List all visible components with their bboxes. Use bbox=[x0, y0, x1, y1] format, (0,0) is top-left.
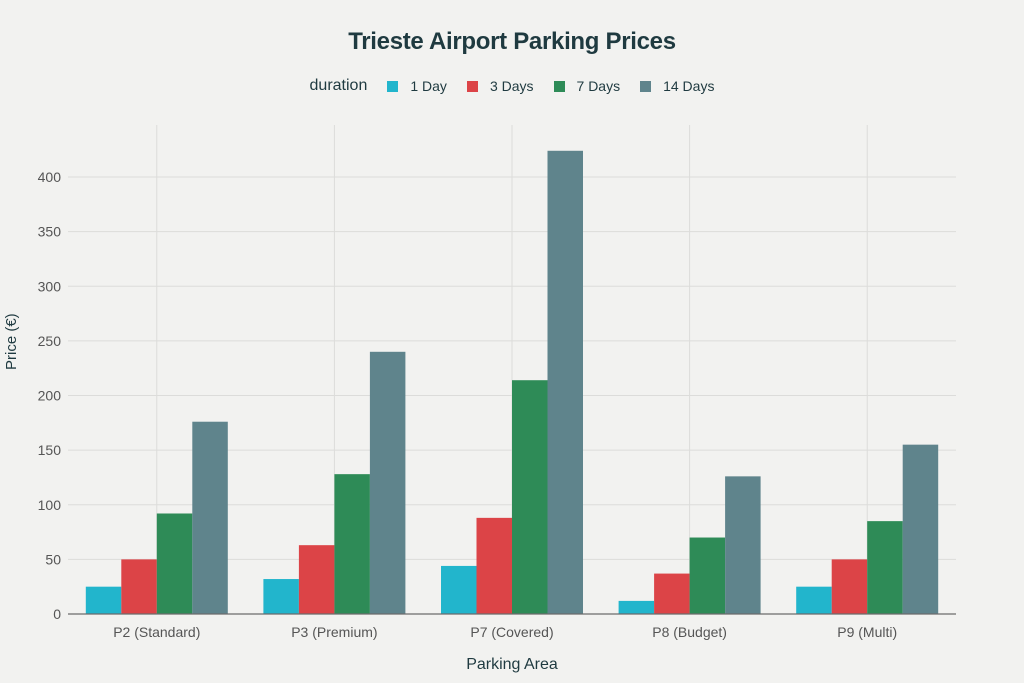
legend-item-3-days[interactable]: 3 Days bbox=[466, 78, 534, 94]
x-tick-label: P7 (Covered) bbox=[470, 624, 553, 640]
bar[interactable] bbox=[441, 565, 477, 614]
bar[interactable] bbox=[192, 421, 228, 614]
legend-swatch-icon bbox=[640, 80, 652, 92]
y-tick-label: 250 bbox=[38, 333, 62, 349]
bar[interactable] bbox=[298, 545, 335, 614]
chart-title: Trieste Airport Parking Prices bbox=[348, 28, 676, 55]
y-tick-label: 150 bbox=[38, 442, 62, 458]
bar[interactable] bbox=[121, 559, 157, 614]
bar[interactable] bbox=[85, 586, 122, 614]
bar[interactable] bbox=[476, 517, 513, 614]
bar[interactable] bbox=[547, 150, 584, 614]
bar[interactable] bbox=[654, 573, 690, 614]
y-tick-label: 300 bbox=[38, 278, 62, 294]
legend-label: 14 Days bbox=[663, 78, 715, 94]
x-tick-label: P9 (Multi) bbox=[837, 624, 897, 640]
y-tick-label: 350 bbox=[38, 224, 62, 240]
bar[interactable] bbox=[902, 444, 939, 614]
y-tick-label: 50 bbox=[45, 551, 61, 567]
legend-swatch-icon bbox=[387, 80, 399, 92]
x-tick-label: P2 (Standard) bbox=[113, 624, 200, 640]
y-tick-label: 0 bbox=[53, 606, 61, 622]
bar[interactable] bbox=[512, 380, 548, 614]
legend-label: 7 Days bbox=[576, 78, 621, 94]
axes: 0 50 100 150 200 250 300 350 400 P2 (Standard) P3 … bbox=[38, 169, 956, 640]
bar[interactable] bbox=[618, 600, 655, 614]
y-tick-label: 100 bbox=[38, 497, 62, 513]
x-axis-label: Parking Area bbox=[466, 656, 558, 673]
bar[interactable] bbox=[263, 579, 299, 614]
bars bbox=[85, 150, 939, 614]
y-tick-label: 200 bbox=[38, 388, 62, 404]
bar[interactable] bbox=[334, 474, 370, 614]
bar[interactable] bbox=[725, 476, 761, 614]
legend-item-1-day[interactable]: 1 Day bbox=[387, 78, 447, 94]
legend-item-14-days[interactable]: 14 Days bbox=[640, 78, 714, 94]
bar[interactable] bbox=[867, 521, 903, 614]
legend-label: 3 Days bbox=[489, 78, 534, 94]
y-axis-label: Price (€) bbox=[3, 313, 20, 370]
legend-swatch-icon bbox=[553, 80, 565, 92]
legend-title: duration bbox=[309, 77, 368, 94]
bar[interactable] bbox=[369, 351, 406, 614]
x-tick-label: P3 (Premium) bbox=[291, 624, 377, 640]
legend-label: 1 Day bbox=[410, 78, 447, 94]
bar[interactable] bbox=[796, 586, 832, 614]
legend: duration 1 Day 3 Days 7 Days 14 Days bbox=[0, 77, 1024, 95]
y-tick-label: 400 bbox=[38, 169, 62, 185]
bar[interactable] bbox=[156, 513, 193, 614]
legend-swatch-icon bbox=[466, 80, 478, 92]
x-tick-label: P8 (Budget) bbox=[652, 624, 727, 640]
bar[interactable] bbox=[689, 537, 726, 614]
legend-item-7-days[interactable]: 7 Days bbox=[553, 78, 621, 94]
bar[interactable] bbox=[831, 559, 868, 614]
